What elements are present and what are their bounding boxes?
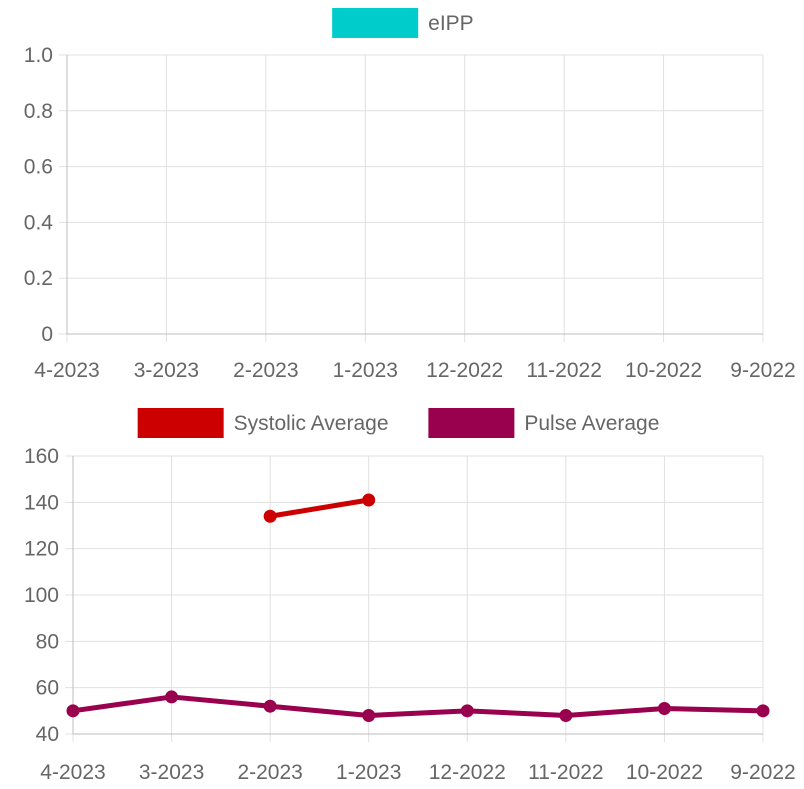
y-tick-label: 60 (36, 677, 59, 700)
y-tick-label: 0 (41, 323, 53, 346)
x-tick-label: 2-2023 (237, 761, 302, 784)
legend-swatch (428, 408, 515, 438)
y-tick-label: 100 (24, 584, 59, 607)
y-tick-label: 0.8 (24, 100, 53, 123)
y-tick-label: 160 (24, 445, 59, 468)
y-tick-label: 0.6 (24, 156, 53, 179)
x-tick-label: 9-2022 (730, 761, 795, 784)
series-line (70, 694, 766, 718)
x-tick-label: 9-2022 (730, 359, 795, 382)
x-tick-label: 4-2023 (34, 359, 99, 382)
x-tick-label: 12-2022 (429, 761, 506, 784)
y-tick-label: 120 (24, 538, 59, 561)
data-point (362, 708, 376, 722)
y-tick-label: 0.4 (24, 211, 54, 234)
data-point (263, 699, 277, 713)
y-tick-label: 0.2 (24, 267, 53, 290)
legend-label: Pulse Average (524, 412, 659, 435)
x-tick-label: 11-2022 (526, 359, 602, 382)
data-point (657, 702, 671, 716)
legend-label: eIPP (428, 12, 474, 35)
x-tick-label: 4-2023 (40, 761, 105, 784)
legend-swatch (137, 408, 224, 438)
y-tick-label: 1.0 (24, 44, 53, 67)
data-point (66, 704, 80, 718)
x-tick-label: 3-2023 (134, 359, 199, 382)
y-tick-label: 40 (36, 723, 59, 746)
x-tick-label: 10-2022 (626, 761, 703, 784)
x-tick-label: 10-2022 (625, 359, 702, 382)
data-point (460, 704, 474, 718)
data-point (165, 690, 179, 704)
data-point (362, 493, 376, 507)
x-tick-label: 11-2022 (528, 761, 604, 784)
series-line (267, 497, 372, 519)
x-tick-label: 1-2023 (336, 761, 401, 784)
data-point (559, 708, 573, 722)
x-tick-label: 1-2023 (333, 359, 398, 382)
x-tick-label: 3-2023 (139, 761, 204, 784)
x-tick-label: 2-2023 (233, 359, 298, 382)
x-tick-label: 12-2022 (426, 359, 503, 382)
y-tick-label: 80 (36, 630, 59, 653)
legend-swatch (332, 8, 419, 38)
data-point (756, 704, 770, 718)
y-tick-label: 140 (24, 491, 59, 514)
legend-label: Systolic Average (234, 412, 389, 435)
data-point (263, 509, 277, 523)
